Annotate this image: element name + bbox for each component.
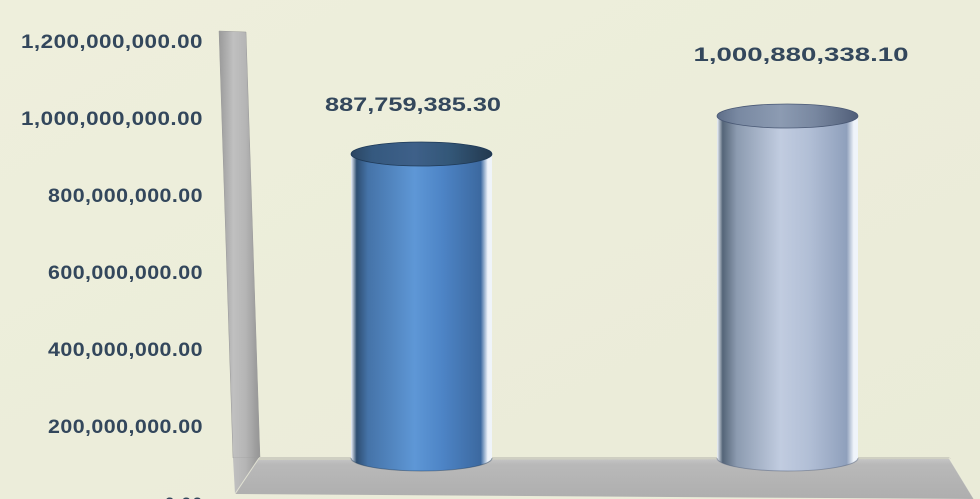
svg-text:0.00: 0.00: [164, 495, 203, 499]
svg-text:200,000,000.00: 200,000,000.00: [48, 417, 203, 438]
svg-text:1,000,000,000.00: 1,000,000,000.00: [21, 109, 203, 130]
svg-text:600,000,000.00: 600,000,000.00: [48, 263, 203, 284]
svg-text:800,000,000.00: 800,000,000.00: [48, 186, 203, 207]
svg-text:400,000,000.00: 400,000,000.00: [48, 340, 203, 361]
svg-text:887,759,385.30: 887,759,385.30: [325, 95, 501, 116]
svg-text:1,000,880,338.10: 1,000,880,338.10: [694, 45, 909, 66]
svg-text:1,200,000,000.00: 1,200,000,000.00: [21, 32, 203, 53]
